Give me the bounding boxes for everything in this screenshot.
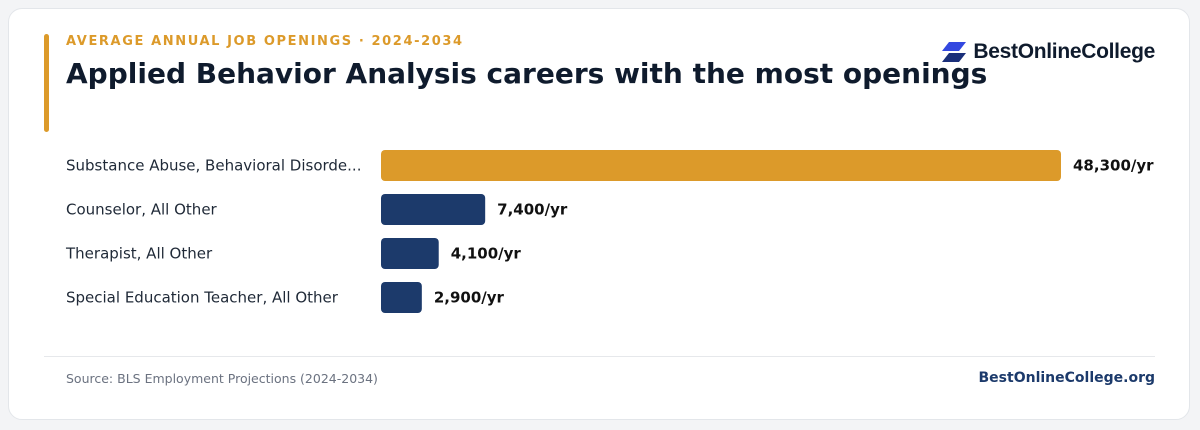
category-label: Counselor, All Other xyxy=(66,201,218,219)
chart-eyebrow: AVERAGE ANNUAL JOB OPENINGS · 2024-2034 xyxy=(66,34,464,49)
value-label: 48,300/yr xyxy=(1073,157,1154,175)
bar[interactable] xyxy=(381,238,439,269)
stacked-parallelogram-logo-icon xyxy=(942,42,967,62)
bar[interactable] xyxy=(381,150,1061,181)
bar[interactable] xyxy=(381,194,486,225)
chart-title: Applied Behavior Analysis careers with t… xyxy=(66,57,988,90)
source-note: Source: BLS Employment Projections (2024… xyxy=(66,371,378,386)
bar-chart: Substance Abuse, Behavioral Disorde... 48… xyxy=(65,150,1154,313)
brand-logo-text: BestOnlineCollege xyxy=(973,40,1155,63)
value-label: 4,100/yr xyxy=(451,245,522,263)
value-label: 7,400/yr xyxy=(497,201,568,219)
brand-logo[interactable]: BestOnlineCollege xyxy=(942,40,1155,64)
accent-bar xyxy=(44,34,49,132)
site-link[interactable]: BestOnlineCollege.org xyxy=(978,370,1155,386)
category-label: Special Education Teacher, All Other xyxy=(66,289,339,307)
bar[interactable] xyxy=(381,282,422,313)
value-label: 2,900/yr xyxy=(434,289,505,307)
category-label: Therapist, All Other xyxy=(65,245,213,263)
category-label: Substance Abuse, Behavioral Disorde... xyxy=(66,157,361,175)
chart-card: AVERAGE ANNUAL JOB OPENINGS · 2024-2034 … xyxy=(8,8,1190,420)
footer-divider xyxy=(44,356,1155,357)
